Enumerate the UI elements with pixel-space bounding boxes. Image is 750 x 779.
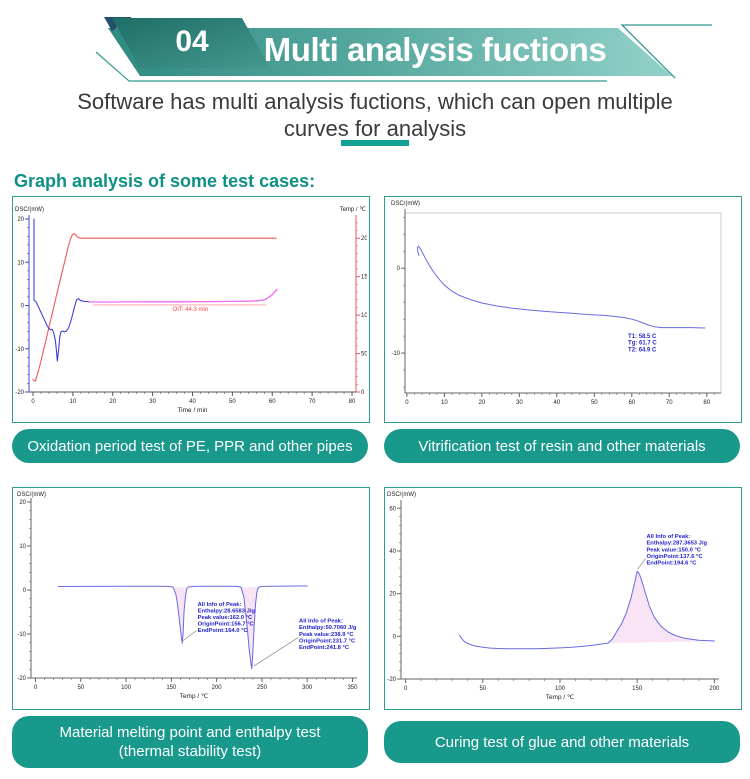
svg-text:DSC/(mW): DSC/(mW) — [387, 492, 416, 498]
caption-oxidation: Oxidation period test of PE, PPR and oth… — [12, 429, 368, 463]
svg-text:80: 80 — [349, 399, 356, 405]
svg-text:All Info of Peak:Enthalpy:50.7: All Info of Peak: Enthalpy:50.7060 J/g Pea… — [299, 619, 357, 651]
svg-text:-10: -10 — [15, 347, 24, 353]
svg-text:300: 300 — [302, 685, 313, 691]
svg-text:30: 30 — [516, 400, 523, 406]
svg-text:10: 10 — [441, 400, 448, 406]
svg-text:60: 60 — [269, 399, 276, 405]
svg-text:-20: -20 — [15, 390, 24, 396]
oxidation-chart: -20 -10 0 10 20 DSC/(mW) 0 50 100 150 200 Temp / ℃ 0… — [15, 207, 367, 414]
svg-text:0: 0 — [397, 266, 401, 272]
chart-panel-curing: -20 0 20 40 60 DSC/(mW) 0 50 100 150 200 Temp / ℃ Al… — [384, 487, 742, 710]
section-number: 04 — [175, 25, 209, 58]
svg-text:0: 0 — [393, 634, 397, 640]
svg-text:0: 0 — [361, 390, 365, 396]
svg-text:Time / min: Time / min — [177, 407, 207, 414]
svg-text:All Info of Peak:Enthalpy:28.6: All Info of Peak: Enthalpy:28.6583 J/g Pea… — [198, 602, 256, 634]
svg-text:0: 0 — [21, 304, 25, 310]
svg-text:200: 200 — [212, 685, 223, 691]
svg-text:T1: 58.5 CTg: 61.7 CT2: 64.: T1: 58.5 C Tg: 61.7 C T2: 64.9 C — [628, 334, 657, 354]
svg-text:10: 10 — [17, 260, 24, 266]
subtitle-line1: Software has multi analysis fuctions, wh… — [77, 89, 673, 114]
svg-text:80: 80 — [703, 400, 710, 406]
svg-text:60: 60 — [628, 400, 635, 406]
curing-chart: -20 0 20 40 60 DSC/(mW) 0 50 100 150 200 Temp / ℃ Al… — [387, 492, 720, 701]
svg-text:100: 100 — [121, 685, 132, 691]
svg-text:150: 150 — [632, 686, 643, 692]
svg-text:70: 70 — [309, 399, 316, 405]
svg-text:70: 70 — [666, 400, 673, 406]
svg-text:20: 20 — [109, 399, 116, 405]
svg-text:100: 100 — [555, 686, 566, 692]
svg-text:DSC/(mW): DSC/(mW) — [17, 492, 46, 498]
svg-text:250: 250 — [257, 685, 268, 691]
svg-text:Temp / ℃: Temp / ℃ — [546, 694, 575, 701]
svg-text:40: 40 — [553, 400, 560, 406]
svg-text:-10: -10 — [17, 632, 26, 638]
melting-chart: -20 -10 0 10 20 DSC/(mW) 0 50 100 150 200 250 300 350… — [17, 492, 358, 700]
svg-text:-10: -10 — [391, 351, 400, 357]
svg-text:40: 40 — [389, 549, 396, 555]
svg-text:0: 0 — [23, 588, 27, 594]
svg-text:20: 20 — [19, 500, 26, 506]
svg-text:200: 200 — [709, 686, 720, 692]
svg-text:DSC/(mW): DSC/(mW) — [391, 201, 420, 207]
svg-text:20: 20 — [17, 217, 24, 223]
svg-text:150: 150 — [166, 685, 177, 691]
svg-text:30: 30 — [149, 399, 156, 405]
subtitle-line2: curves for analysis — [283, 116, 467, 141]
svg-text:-20: -20 — [17, 676, 26, 682]
svg-text:20: 20 — [479, 400, 486, 406]
svg-text:Temp / ℃: Temp / ℃ — [340, 207, 367, 213]
banner-ribbon-graphic — [95, 17, 712, 82]
chart-panel-oxidation: -20 -10 0 10 20 DSC/(mW) 0 50 100 150 200 Temp / ℃ 0… — [12, 196, 370, 423]
svg-text:20: 20 — [389, 592, 396, 598]
svg-text:50: 50 — [479, 686, 486, 692]
svg-text:0: 0 — [34, 685, 38, 691]
chart-panel-melting: -20 -10 0 10 20 DSC/(mW) 0 50 100 150 200 250 300 350… — [12, 487, 370, 710]
section-title: Multi analysis fuctions — [263, 31, 607, 68]
banner-outline-left — [95, 51, 607, 82]
banner-outline-right — [620, 24, 712, 79]
caption-vitrification: Vitrification test of resin and other ma… — [384, 429, 740, 463]
svg-text:50: 50 — [591, 400, 598, 406]
caption-melting-line1: Material melting point and enthalpy test — [59, 724, 321, 741]
caption-oxidation-text: Oxidation period test of PE, PPR and oth… — [27, 437, 353, 455]
svg-text:Temp / ℃: Temp / ℃ — [180, 693, 209, 700]
svg-text:-20: -20 — [387, 677, 396, 683]
caption-melting-line2: (thermal stability test) — [118, 743, 262, 760]
svg-text:0: 0 — [405, 400, 409, 406]
svg-text:50: 50 — [77, 685, 84, 691]
svg-text:10: 10 — [70, 399, 77, 405]
svg-text:0: 0 — [31, 399, 35, 405]
svg-text:100: 100 — [361, 313, 367, 319]
section-banner: 04 Multi analysis fuctions — [0, 14, 750, 92]
caption-melting: Material melting point and enthalpy test… — [12, 716, 368, 768]
svg-text:350: 350 — [347, 685, 358, 691]
svg-text:150: 150 — [361, 275, 367, 281]
title-underline-bar — [341, 140, 409, 146]
svg-text:200: 200 — [361, 236, 367, 242]
svg-text:60: 60 — [389, 506, 396, 512]
caption-vitrification-text: Vitrification test of resin and other ma… — [418, 437, 706, 455]
svg-text:50: 50 — [361, 352, 367, 358]
caption-curing-text: Curing test of glue and other materials — [434, 733, 690, 751]
svg-text:50: 50 — [229, 399, 236, 405]
subtitle: Software has multi analysis fuctions, wh… — [0, 88, 750, 142]
svg-text:OIT: 44.3 min: OIT: 44.3 min — [173, 307, 209, 313]
svg-text:DSC/(mW): DSC/(mW) — [15, 207, 44, 213]
svg-text:All Info of Peak:Enthalpy:287.: All Info of Peak: Enthalpy:287.3653 J/g Pe… — [646, 534, 707, 566]
svg-text:40: 40 — [189, 399, 196, 405]
graph-analysis-heading: Graph analysis of some test cases: — [14, 171, 316, 191]
banner-number-plate — [112, 18, 270, 68]
caption-curing: Curing test of glue and other materials — [384, 721, 740, 763]
svg-text:0: 0 — [404, 686, 408, 692]
svg-text:10: 10 — [19, 544, 26, 550]
